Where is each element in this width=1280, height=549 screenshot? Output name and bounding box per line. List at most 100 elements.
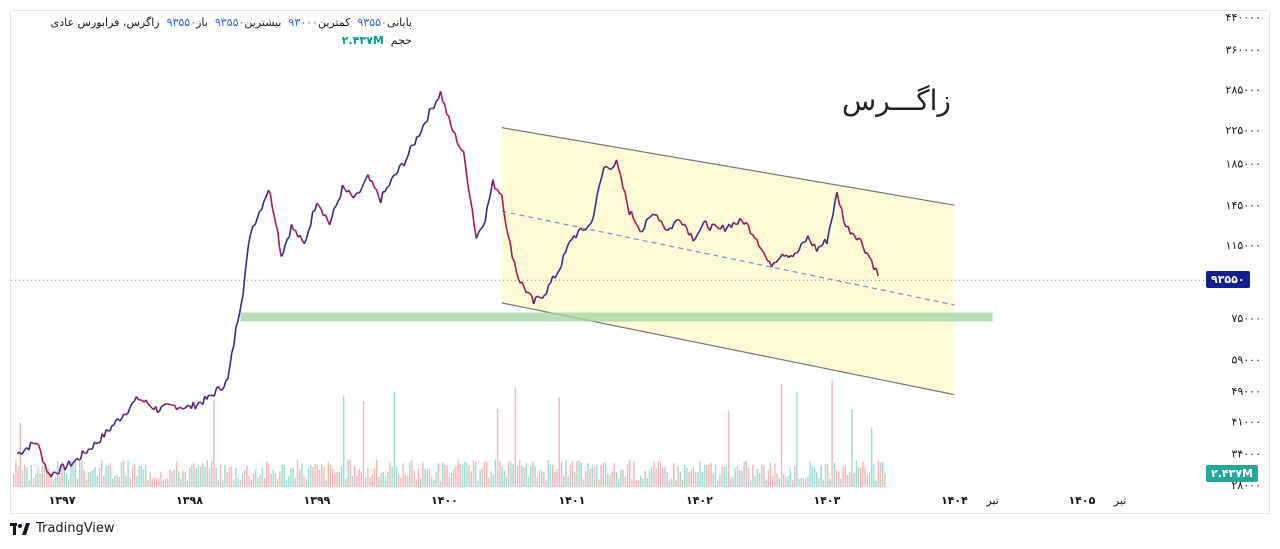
close-value: ۹۳۵۵۰ xyxy=(357,16,387,29)
price-chart[interactable]: ۴۴۰۰۰۰ ۳۶۰۰۰۰ ۲۸۵۰۰۰ ۲۲۵۰۰۰ ۱۸۵۰۰۰ ۱۴۵۰۰۰ ۱۱۵۰… xyxy=(11,11,1271,515)
volume-bar xyxy=(26,467,28,487)
channel-upper-line[interactable] xyxy=(501,127,955,206)
price-segment xyxy=(764,255,769,261)
price-segment xyxy=(683,223,688,229)
volume-bar xyxy=(776,473,778,487)
price-segment xyxy=(196,401,200,406)
tradingview-logo-icon xyxy=(10,522,30,535)
price-segment xyxy=(705,220,709,229)
price-segment xyxy=(690,233,694,242)
tradingview-brand[interactable]: TradingView xyxy=(36,521,115,536)
volume-bar xyxy=(701,471,703,487)
volume-bar xyxy=(171,471,173,487)
price-segment xyxy=(261,200,265,210)
volume-bar xyxy=(453,469,455,487)
volume-bar xyxy=(235,467,237,487)
price-segment xyxy=(79,450,84,460)
symbol-name[interactable]: زاگرس، فرابورس عادی xyxy=(50,16,160,29)
price-segment xyxy=(39,451,44,463)
volume-bar xyxy=(824,463,827,487)
volume-bar xyxy=(659,461,662,487)
price-segment xyxy=(375,189,380,197)
price-segment xyxy=(496,188,501,194)
price-segment xyxy=(856,237,860,241)
volume-bar xyxy=(327,462,329,487)
volume-bar xyxy=(13,473,15,487)
volume-bar xyxy=(354,465,356,487)
volume-bar xyxy=(417,468,420,487)
volume-bar xyxy=(175,461,178,487)
price-segment xyxy=(486,200,490,208)
volume-bar xyxy=(732,476,734,487)
price-segment xyxy=(348,190,352,195)
price-segment xyxy=(247,233,252,243)
volume-bar xyxy=(338,472,340,487)
price-segment xyxy=(851,232,856,237)
volume-bar xyxy=(103,475,105,487)
price-segment xyxy=(585,224,590,230)
volume-bar xyxy=(127,460,129,487)
price-segment xyxy=(413,136,418,146)
price-segment xyxy=(448,115,452,126)
price-segment xyxy=(331,208,335,218)
y-tick-label: ۱۱۵۰۰۰ xyxy=(1226,239,1261,252)
volume-bar xyxy=(752,464,754,487)
price-segment xyxy=(446,113,450,117)
volume-bar xyxy=(640,475,642,487)
price-segment xyxy=(461,149,464,152)
volume-bar xyxy=(85,479,87,487)
volume-bar xyxy=(785,477,787,487)
price-segment xyxy=(477,228,482,233)
open-label: باز xyxy=(196,16,208,29)
price-segment xyxy=(170,403,174,407)
support-zone[interactable] xyxy=(240,312,993,322)
volume-bar xyxy=(860,467,862,487)
volume-bar xyxy=(61,461,63,487)
volume-bar xyxy=(347,460,349,487)
volume-label: حجم xyxy=(390,34,412,47)
price-segment xyxy=(194,404,198,410)
price-segment xyxy=(76,457,80,461)
price-segment xyxy=(228,352,233,368)
price-segment xyxy=(647,216,652,219)
chart-frame[interactable]: ۴۴۰۰۰۰ ۳۶۰۰۰۰ ۲۸۵۰۰۰ ۲۲۵۰۰۰ ۱۸۵۰۰۰ ۱۴۵۰۰۰ ۱۱۵۰… xyxy=(10,10,1270,514)
volume-bar xyxy=(145,465,147,487)
x-tick-label: ۱۳۹۹ xyxy=(304,494,331,507)
volume-bar xyxy=(519,460,521,487)
price-segment xyxy=(316,202,320,207)
volume-bar xyxy=(503,470,505,487)
volume-bar xyxy=(435,471,437,487)
volume-bar xyxy=(607,473,609,487)
price-segment xyxy=(641,228,645,233)
volume-bar xyxy=(107,465,109,487)
price-segment xyxy=(28,441,32,451)
volume-bar xyxy=(681,479,684,487)
price-segment xyxy=(307,225,312,232)
volume-bar xyxy=(483,461,486,487)
price-segment xyxy=(105,428,109,432)
volume-bar xyxy=(160,471,162,487)
price-segment xyxy=(81,450,86,454)
price-segment xyxy=(692,238,696,242)
volume-bar xyxy=(651,466,653,487)
volume-bar xyxy=(395,466,398,487)
price-segment xyxy=(862,246,866,254)
y-tick-label: ۲۸۵۰۰۰ xyxy=(1226,83,1261,96)
price-segment xyxy=(775,259,779,264)
volume-bar xyxy=(261,468,263,487)
price-segment xyxy=(407,146,412,156)
volume-bar xyxy=(178,471,180,487)
price-segment xyxy=(246,242,250,258)
volume-bar xyxy=(780,383,783,487)
volume-bar xyxy=(450,473,453,487)
price-segment xyxy=(843,221,847,228)
price-segment xyxy=(722,224,726,232)
volume-bar xyxy=(24,465,26,487)
volume-bar xyxy=(398,474,400,487)
price-segment xyxy=(836,191,841,205)
volume-bar xyxy=(589,468,591,487)
volume-bar xyxy=(501,466,503,487)
volume-bar xyxy=(94,467,96,487)
volume-bar xyxy=(428,469,431,487)
x-tick-label: ۱۴۰۳ xyxy=(813,494,840,507)
